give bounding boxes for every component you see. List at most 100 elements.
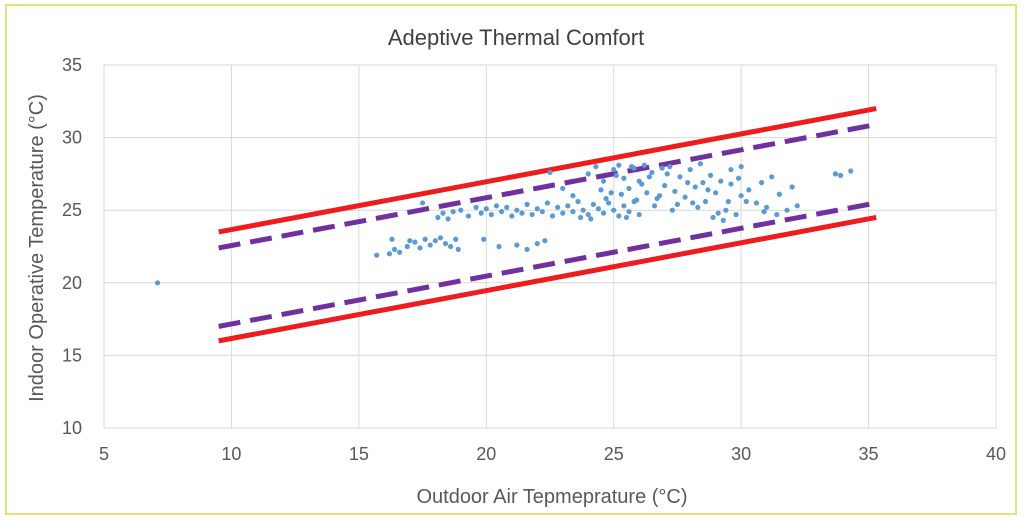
data-point [560, 185, 566, 192]
data-point [585, 171, 591, 177]
data-point [524, 246, 530, 253]
data-point [498, 209, 505, 215]
data-point [837, 172, 844, 178]
x-tick-label: 25 [604, 444, 624, 464]
data-point [776, 191, 782, 197]
data-point [565, 203, 571, 209]
data-point [651, 203, 658, 209]
upper-80-limit-line [218, 106, 877, 235]
chart-frame [5, 4, 1017, 515]
data-point [662, 182, 668, 189]
data-point [397, 249, 403, 255]
data-point [555, 204, 561, 210]
data-point [542, 238, 548, 244]
data-point [728, 166, 734, 173]
data-point [588, 216, 594, 222]
data-point [672, 188, 678, 194]
data-point [560, 210, 566, 216]
data-point [539, 209, 545, 215]
data-point [774, 211, 780, 218]
data-point [478, 210, 484, 216]
data-point [493, 203, 500, 209]
data-point [764, 204, 770, 210]
data-point [690, 200, 696, 206]
data-point [702, 198, 709, 205]
lower-90-limit-line [218, 200, 877, 329]
data-point [659, 165, 665, 171]
data-point [514, 242, 520, 248]
data-point [391, 246, 398, 253]
data-point [723, 207, 729, 213]
x-axis-label: Outdoor Air Tepmeprature (°C) [416, 486, 687, 508]
data-point [448, 243, 454, 250]
data-points [154, 161, 854, 286]
x-tick-label: 15 [349, 444, 369, 464]
data-point [713, 190, 719, 196]
data-point [687, 166, 693, 173]
data-point [738, 164, 744, 170]
data-point [585, 211, 591, 218]
data-point [707, 172, 714, 178]
data-point [674, 201, 681, 207]
data-point [618, 191, 624, 197]
x-tick-label: 30 [731, 444, 751, 464]
data-point [598, 187, 604, 193]
comfort-limit-lines [218, 106, 877, 344]
data-point [789, 184, 795, 190]
data-point [697, 161, 703, 167]
data-point [419, 200, 426, 206]
data-point [603, 195, 609, 202]
data-point [621, 175, 627, 181]
data-point [600, 210, 607, 216]
data-point [626, 185, 632, 192]
data-point [639, 181, 645, 187]
data-point [570, 193, 576, 199]
data-point [450, 209, 456, 215]
data-point [664, 171, 670, 177]
data-point [514, 207, 520, 213]
data-point [570, 209, 576, 215]
data-point [695, 204, 701, 210]
data-point [758, 180, 765, 186]
data-point [725, 198, 732, 205]
data-point [656, 193, 663, 199]
data-point [458, 207, 464, 213]
data-point [417, 245, 423, 251]
data-point [435, 214, 441, 221]
x-tick-label: 40 [986, 444, 1006, 464]
data-point [595, 206, 602, 212]
data-point [453, 236, 459, 242]
data-point [442, 240, 449, 247]
data-point [600, 178, 607, 184]
data-point [154, 280, 161, 286]
y-tick-label: 20 [62, 273, 82, 293]
upper-90-limit-line [218, 122, 877, 251]
data-point [616, 162, 622, 168]
data-point [580, 207, 586, 213]
y-tick-label: 10 [62, 418, 82, 438]
data-point [509, 213, 515, 219]
data-point [547, 169, 553, 176]
data-point [743, 198, 749, 205]
y-tick-label: 15 [62, 345, 82, 365]
data-point [611, 207, 617, 213]
data-point [496, 243, 502, 250]
data-point [544, 200, 551, 206]
data-point [738, 193, 744, 199]
y-axis-label: Indoor Operative Temperature (°C) [26, 94, 48, 402]
data-point [769, 174, 775, 180]
x-tick-label: 35 [859, 444, 879, 464]
data-point [481, 236, 487, 242]
data-point [590, 201, 596, 207]
data-point [636, 211, 642, 218]
data-point [432, 238, 438, 244]
data-point [628, 164, 635, 170]
chart-title: Adeptive Thermal Comfort [388, 25, 644, 50]
data-point [483, 206, 489, 212]
data-point [626, 209, 632, 215]
data-point [473, 204, 479, 210]
data-point [465, 213, 472, 219]
data-point [832, 171, 839, 177]
data-point [685, 180, 691, 186]
